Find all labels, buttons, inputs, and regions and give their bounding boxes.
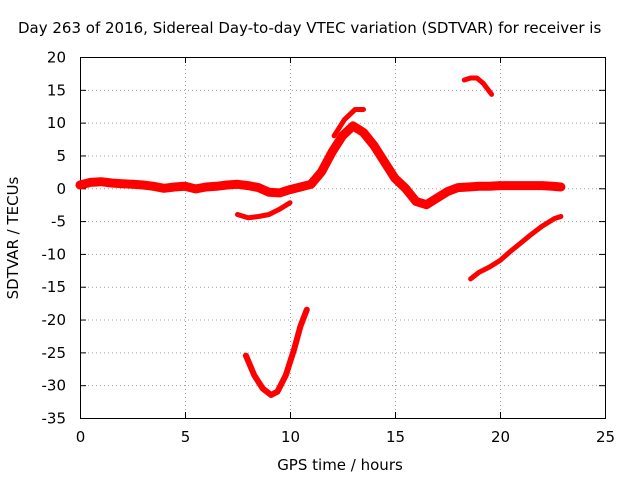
y-tick-label: -10 [42, 245, 67, 263]
series-main-trace [75, 121, 566, 210]
x-tick-label: 10 [281, 428, 300, 446]
series-rising-arc [468, 214, 564, 282]
data-series [75, 75, 566, 398]
y-tick-label: -15 [42, 278, 67, 296]
y-tick-label: -20 [42, 311, 67, 329]
series-deep-arc [242, 306, 310, 398]
y-tick-label: -25 [42, 344, 67, 362]
x-axis-label: GPS time / hours [277, 456, 403, 474]
chart-title: Day 263 of 2016, Sidereal Day-to-day VTE… [18, 19, 601, 37]
y-tick-label: 10 [47, 114, 66, 132]
series-high-arc [461, 75, 495, 97]
y-tick-label: 15 [47, 81, 66, 99]
y-tick-label: 20 [47, 49, 66, 67]
series-upper-branch [331, 107, 366, 139]
x-tick-label: 20 [491, 428, 510, 446]
series-dip-arc [235, 200, 293, 221]
x-tick-label: 25 [596, 428, 615, 446]
y-axis-label: SDTVAR / TECUs [4, 176, 22, 299]
y-tick-label: -5 [51, 213, 66, 231]
y-tick-label: -35 [42, 410, 67, 428]
x-tick-label: 15 [386, 428, 405, 446]
y-tick-label: 5 [56, 147, 66, 165]
y-tick-label: 0 [56, 180, 66, 198]
x-tick-label: 5 [181, 428, 191, 446]
plot-frame [80, 57, 606, 419]
axis-ticks: 0 5 10 15 20 25 20 15 10 5 0 -5 -10 -15 -20 -25 -30 -35 [42, 49, 616, 447]
x-tick-label: 0 [76, 428, 86, 446]
y-tick-label: -30 [42, 377, 67, 395]
